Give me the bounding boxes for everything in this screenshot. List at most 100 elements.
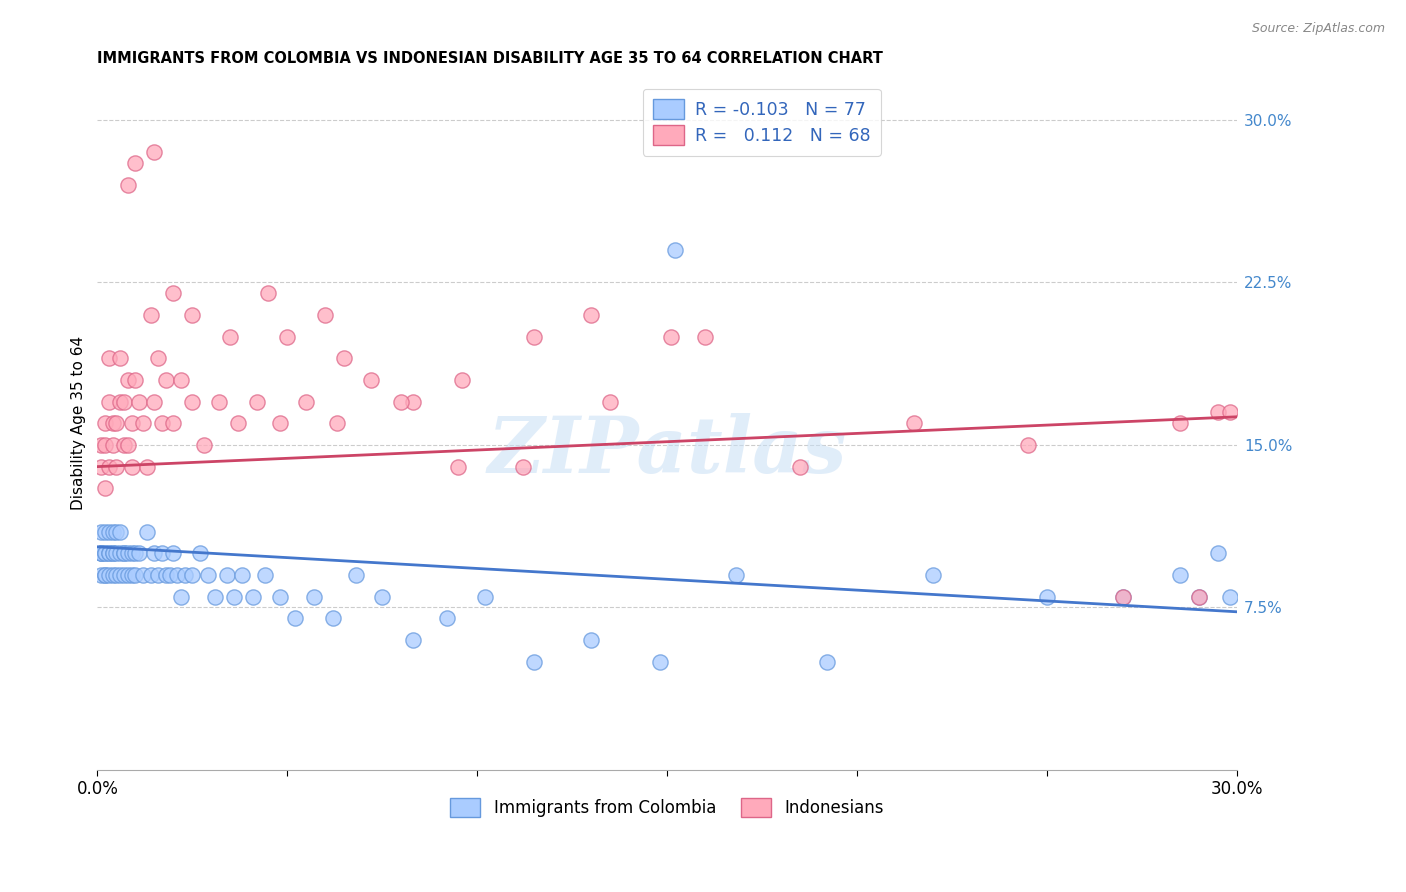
Point	[314, 308, 336, 322]
Point	[246, 394, 269, 409]
Point	[97, 524, 120, 539]
Point	[105, 417, 128, 431]
Point	[436, 611, 458, 625]
Point	[447, 459, 470, 474]
Point	[208, 394, 231, 409]
Point	[325, 417, 347, 431]
Point	[112, 568, 135, 582]
Point	[360, 373, 382, 387]
Point	[523, 329, 546, 343]
Point	[181, 308, 204, 322]
Point	[170, 590, 193, 604]
Y-axis label: Disability Age 35 to 64: Disability Age 35 to 64	[72, 336, 86, 510]
Point	[112, 394, 135, 409]
Point	[1218, 590, 1240, 604]
Point	[1188, 590, 1211, 604]
Point	[105, 546, 128, 560]
Point	[97, 568, 120, 582]
Point	[94, 481, 117, 495]
Point	[162, 546, 184, 560]
Point	[101, 438, 124, 452]
Point	[1188, 590, 1211, 604]
Point	[269, 590, 291, 604]
Point	[121, 546, 143, 560]
Point	[474, 590, 496, 604]
Point	[105, 568, 128, 582]
Point	[90, 524, 112, 539]
Point	[523, 655, 546, 669]
Point	[97, 459, 120, 474]
Point	[132, 568, 155, 582]
Point	[108, 546, 131, 560]
Point	[108, 394, 131, 409]
Point	[253, 568, 276, 582]
Point	[94, 417, 117, 431]
Point	[302, 590, 325, 604]
Point	[451, 373, 474, 387]
Point	[219, 329, 242, 343]
Point	[155, 568, 177, 582]
Point	[108, 351, 131, 366]
Point	[101, 568, 124, 582]
Point	[284, 611, 307, 625]
Point	[389, 394, 412, 409]
Point	[1017, 438, 1039, 452]
Point	[146, 351, 169, 366]
Point	[1112, 590, 1135, 604]
Point	[333, 351, 356, 366]
Point	[101, 546, 124, 560]
Point	[181, 394, 204, 409]
Point	[94, 546, 117, 560]
Point	[101, 546, 124, 560]
Point	[1218, 405, 1240, 419]
Text: IMMIGRANTS FROM COLOMBIA VS INDONESIAN DISABILITY AGE 35 TO 64 CORRELATION CHART: IMMIGRANTS FROM COLOMBIA VS INDONESIAN D…	[97, 51, 883, 66]
Point	[112, 438, 135, 452]
Point	[188, 546, 211, 560]
Point	[1168, 568, 1191, 582]
Point	[295, 394, 318, 409]
Point	[143, 394, 166, 409]
Point	[922, 568, 945, 582]
Point	[170, 373, 193, 387]
Point	[659, 329, 682, 343]
Point	[581, 632, 603, 647]
Point	[90, 438, 112, 452]
Point	[117, 438, 139, 452]
Point	[112, 546, 135, 560]
Point	[128, 546, 150, 560]
Point	[94, 546, 117, 560]
Point	[121, 459, 143, 474]
Point	[101, 417, 124, 431]
Point	[155, 373, 177, 387]
Point	[97, 394, 120, 409]
Point	[90, 546, 112, 560]
Point	[143, 546, 166, 560]
Point	[135, 524, 157, 539]
Point	[371, 590, 394, 604]
Point	[112, 546, 135, 560]
Point	[105, 459, 128, 474]
Point	[97, 546, 120, 560]
Point	[1206, 405, 1229, 419]
Point	[90, 546, 112, 560]
Text: ZIPatlas: ZIPatlas	[488, 413, 846, 490]
Point	[344, 568, 367, 582]
Point	[124, 546, 146, 560]
Point	[94, 524, 117, 539]
Point	[581, 308, 603, 322]
Legend: Immigrants from Colombia, Indonesians: Immigrants from Colombia, Indonesians	[444, 791, 890, 824]
Point	[159, 568, 181, 582]
Point	[815, 655, 838, 669]
Point	[90, 459, 112, 474]
Point	[193, 438, 215, 452]
Point	[257, 286, 280, 301]
Point	[121, 417, 143, 431]
Point	[94, 568, 117, 582]
Point	[105, 524, 128, 539]
Point	[94, 438, 117, 452]
Point	[128, 394, 150, 409]
Point	[224, 590, 246, 604]
Point	[139, 308, 162, 322]
Point	[242, 590, 264, 604]
Point	[117, 178, 139, 192]
